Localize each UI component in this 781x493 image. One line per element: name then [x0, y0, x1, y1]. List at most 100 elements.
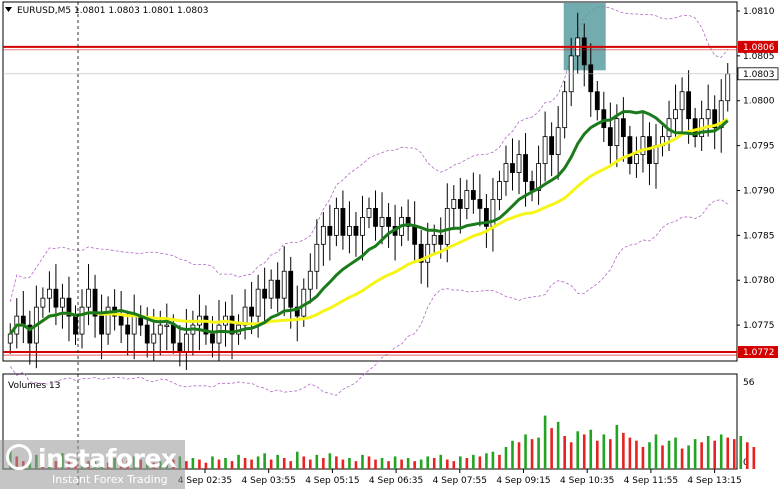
instaforex-logo-icon — [6, 444, 32, 470]
volume-bar — [556, 421, 560, 469]
volume-bar — [602, 434, 606, 469]
volume-bar — [609, 439, 612, 469]
volume-bar — [550, 428, 553, 469]
volume-bar — [752, 447, 756, 469]
volume-bar — [341, 459, 345, 469]
volume-bar — [530, 439, 534, 469]
fast-moving-average — [9, 110, 729, 335]
volume-bar — [224, 458, 227, 469]
candle-body — [405, 216, 411, 227]
volume-bar — [589, 429, 593, 469]
candle-body — [457, 199, 463, 209]
price-level-label: 1.0772 — [743, 348, 775, 358]
candle-body — [92, 288, 98, 317]
volume-bar — [432, 458, 436, 469]
candle-body — [464, 190, 470, 209]
volume-bar — [315, 454, 319, 469]
candle-body — [262, 288, 268, 299]
volume-bar — [491, 451, 495, 469]
volume-bar — [595, 440, 599, 469]
candle-body — [705, 109, 711, 120]
volume-tick-label: 56 — [743, 378, 755, 388]
candle-body — [418, 243, 424, 263]
candle-body — [105, 306, 111, 335]
candle-body — [620, 118, 626, 138]
candle-body — [249, 306, 254, 317]
candle-body — [601, 109, 607, 129]
candle-body — [562, 91, 568, 129]
candle-body — [484, 208, 489, 227]
volume-bar — [465, 458, 469, 469]
volume-bar — [661, 445, 664, 469]
volume-bar — [426, 456, 430, 469]
volume-bar — [243, 458, 247, 469]
x-tick-label: 4 Sep 02:35 — [178, 476, 232, 486]
volume-bar — [250, 459, 253, 469]
volume-bar — [400, 459, 403, 469]
chart-header-text: EURUSD,M5 1.0801 1.0803 1.0801 1.0803 — [17, 6, 209, 16]
volume-bar — [674, 437, 677, 469]
candle-body — [46, 288, 52, 299]
candle-body — [73, 315, 78, 335]
volume-bar — [517, 442, 521, 469]
candle-body — [268, 279, 274, 299]
volume-bar — [615, 425, 619, 469]
current-price-label: 1.0803 — [743, 70, 775, 80]
candle-body — [353, 225, 359, 236]
bollinger-upper-band — [9, 6, 729, 302]
candle-body — [288, 270, 294, 308]
volume-bar — [667, 440, 671, 469]
candle-body — [27, 324, 33, 344]
candle-body — [118, 315, 124, 326]
volume-bar — [361, 454, 364, 469]
candle-body — [340, 208, 346, 236]
candle-body — [60, 297, 65, 308]
volume-bar — [191, 458, 195, 469]
x-tick-label: 4 Sep 09:15 — [496, 476, 550, 486]
candle-body — [333, 208, 339, 236]
volume-bar — [504, 447, 508, 469]
slow-moving-average — [9, 117, 729, 335]
volume-bar — [269, 459, 273, 469]
volume-bar — [289, 461, 293, 469]
volume-bar — [472, 454, 475, 469]
y-tick-label: 1.0795 — [743, 142, 775, 152]
volume-bar — [726, 437, 730, 469]
candle-body — [581, 37, 587, 66]
volume-bar — [700, 442, 703, 469]
candle-body — [425, 243, 431, 263]
volume-bar — [230, 461, 234, 469]
candle-body — [53, 288, 59, 308]
candle-body — [588, 64, 594, 93]
volume-bar — [354, 461, 358, 469]
y-tick-label: 1.0775 — [743, 321, 775, 331]
candle-body — [347, 225, 352, 236]
candle-body — [444, 208, 450, 245]
candle-body — [281, 270, 287, 299]
candle-body — [86, 288, 91, 308]
volume-bar — [211, 456, 214, 469]
volume-bar — [739, 436, 743, 469]
candle-body — [438, 234, 444, 245]
volume-bar — [654, 434, 658, 469]
candle-body — [255, 288, 261, 317]
volume-bar — [628, 437, 632, 469]
candle-body — [294, 306, 300, 317]
volume-bar — [217, 459, 221, 469]
candle-body — [164, 324, 170, 328]
candle-body — [510, 163, 515, 173]
candle-body — [151, 333, 157, 344]
candle-body — [536, 163, 541, 191]
candle-body — [712, 109, 718, 129]
volume-bar — [719, 434, 723, 469]
volume-bar — [387, 461, 390, 469]
volume-bar — [302, 456, 306, 469]
volume-bar — [641, 447, 645, 469]
volume-bar — [648, 442, 651, 469]
candle-body — [125, 324, 131, 335]
candle-body — [431, 234, 437, 245]
candle-body — [307, 270, 313, 290]
candle-body — [542, 136, 548, 164]
